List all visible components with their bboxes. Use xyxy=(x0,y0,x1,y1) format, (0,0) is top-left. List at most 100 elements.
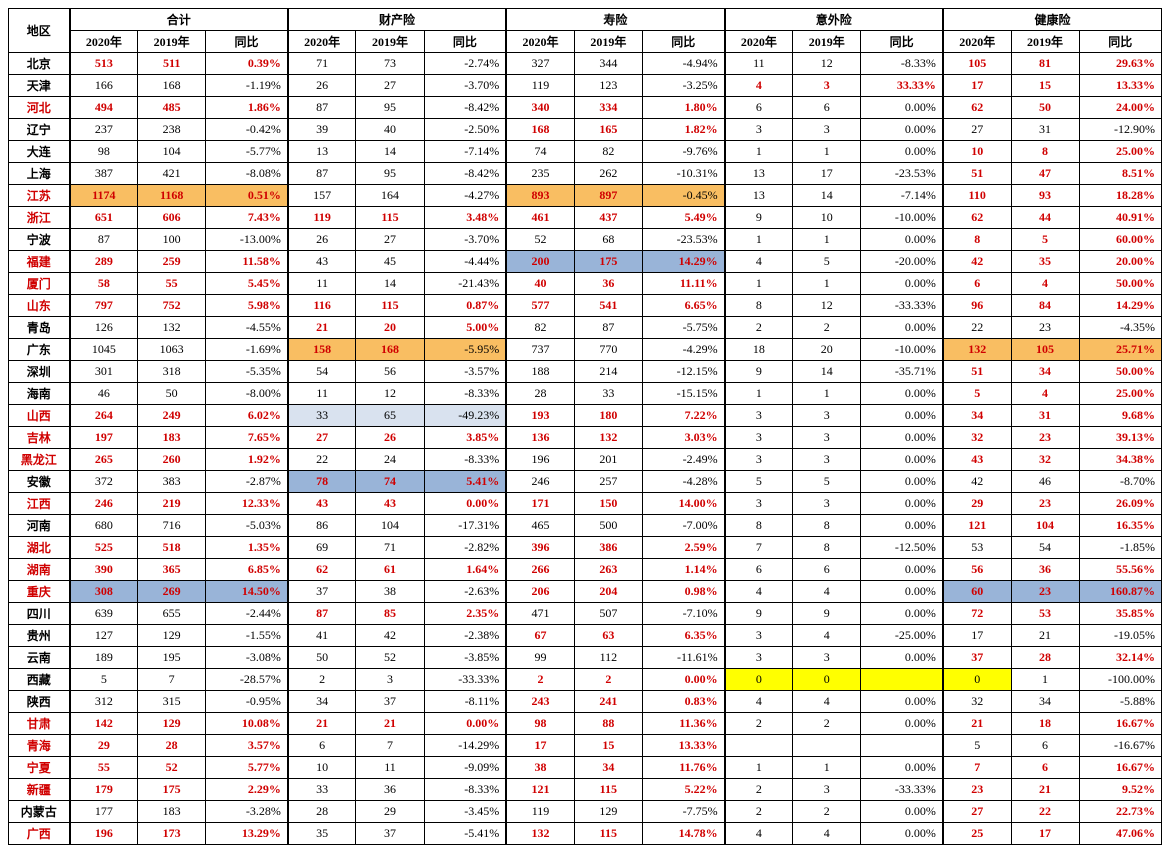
yoy-cell: -35.71% xyxy=(861,361,943,383)
value-cell: 500 xyxy=(574,515,642,537)
value-cell: 12 xyxy=(793,295,861,317)
value-cell: 62 xyxy=(943,207,1011,229)
value-cell: 54 xyxy=(1011,537,1079,559)
h-y2020: 2020年 xyxy=(943,31,1011,53)
yoy-cell: 0.00% xyxy=(861,471,943,493)
value-cell: 47 xyxy=(1011,163,1079,185)
value-cell: 386 xyxy=(574,537,642,559)
value-cell: 43 xyxy=(288,493,356,515)
value-cell: 17 xyxy=(943,75,1011,97)
value-cell: 1 xyxy=(793,141,861,163)
yoy-cell: -8.08% xyxy=(206,163,288,185)
value-cell: 9 xyxy=(725,603,793,625)
region-cell: 西藏 xyxy=(9,669,70,691)
region-cell: 甘肃 xyxy=(9,713,70,735)
table-row: 福建28925911.58%4345-4.44%20017514.29%45-2… xyxy=(9,251,1162,273)
value-cell: 93 xyxy=(1011,185,1079,207)
value-cell: 23 xyxy=(1011,493,1079,515)
value-cell: 55 xyxy=(138,273,206,295)
value-cell: 639 xyxy=(70,603,138,625)
value-cell: 45 xyxy=(356,251,424,273)
value-cell: 21 xyxy=(288,317,356,339)
region-cell: 河北 xyxy=(9,97,70,119)
value-cell: 74 xyxy=(506,141,574,163)
region-cell: 天津 xyxy=(9,75,70,97)
yoy-cell: 1.14% xyxy=(642,559,724,581)
value-cell: 196 xyxy=(506,449,574,471)
yoy-cell: 6.35% xyxy=(642,625,724,647)
table-row: 山西2642496.02%3365-49.23%1931807.22%330.0… xyxy=(9,405,1162,427)
yoy-cell: 0.00% xyxy=(861,603,943,625)
region-cell: 宁波 xyxy=(9,229,70,251)
yoy-cell: -5.95% xyxy=(424,339,506,361)
value-cell: 129 xyxy=(138,713,206,735)
value-cell: 129 xyxy=(138,625,206,647)
value-cell: 36 xyxy=(574,273,642,295)
value-cell xyxy=(725,735,793,757)
value-cell: 105 xyxy=(943,53,1011,75)
value-cell: 21 xyxy=(288,713,356,735)
header-row-years: 2020年 2019年 同比 2020年 2019年 同比 2020年 2019… xyxy=(9,31,1162,53)
yoy-cell: 8.51% xyxy=(1079,163,1161,185)
yoy-cell: -2.63% xyxy=(424,581,506,603)
value-cell: 71 xyxy=(288,53,356,75)
value-cell: 100 xyxy=(138,229,206,251)
value-cell: 168 xyxy=(138,75,206,97)
yoy-cell: -1.85% xyxy=(1079,537,1161,559)
value-cell: 142 xyxy=(70,713,138,735)
value-cell: 752 xyxy=(138,295,206,317)
value-cell: 119 xyxy=(506,801,574,823)
value-cell: 119 xyxy=(288,207,356,229)
value-cell: 3 xyxy=(725,405,793,427)
yoy-cell: 2.29% xyxy=(206,779,288,801)
region-cell: 深圳 xyxy=(9,361,70,383)
value-cell: 32 xyxy=(943,427,1011,449)
value-cell: 54 xyxy=(288,361,356,383)
yoy-cell: -5.41% xyxy=(424,823,506,845)
table-row: 大连98104-5.77%1314-7.14%7482-9.76%110.00%… xyxy=(9,141,1162,163)
value-cell: 897 xyxy=(574,185,642,207)
region-cell: 广东 xyxy=(9,339,70,361)
yoy-cell: 50.00% xyxy=(1079,273,1161,295)
table-row: 云南189195-3.08%5052-3.85%99112-11.61%330.… xyxy=(9,647,1162,669)
value-cell: 115 xyxy=(574,779,642,801)
value-cell: 33 xyxy=(288,779,356,801)
value-cell: 43 xyxy=(356,493,424,515)
yoy-cell: 0.00% xyxy=(861,273,943,295)
yoy-cell: -4.55% xyxy=(206,317,288,339)
value-cell: 3 xyxy=(793,427,861,449)
yoy-cell: -4.94% xyxy=(642,53,724,75)
yoy-cell: 14.50% xyxy=(206,581,288,603)
yoy-cell: -19.05% xyxy=(1079,625,1161,647)
region-cell: 厦门 xyxy=(9,273,70,295)
yoy-cell: -0.45% xyxy=(642,185,724,207)
value-cell: 28 xyxy=(138,735,206,757)
value-cell: 28 xyxy=(288,801,356,823)
yoy-cell: 6.02% xyxy=(206,405,288,427)
value-cell: 29 xyxy=(356,801,424,823)
value-cell: 53 xyxy=(1011,603,1079,625)
value-cell: 82 xyxy=(506,317,574,339)
value-cell: 18 xyxy=(1011,713,1079,735)
h-yoy: 同比 xyxy=(206,31,288,53)
value-cell: 289 xyxy=(70,251,138,273)
value-cell: 95 xyxy=(356,97,424,119)
value-cell: 1 xyxy=(725,757,793,779)
table-row: 浙江6516067.43%1191153.48%4614375.49%910-1… xyxy=(9,207,1162,229)
table-row: 内蒙古177183-3.28%2829-3.45%119129-7.75%220… xyxy=(9,801,1162,823)
value-cell: 1 xyxy=(1011,669,1079,691)
value-cell: 6 xyxy=(1011,757,1079,779)
value-cell: 42 xyxy=(356,625,424,647)
region-cell: 海南 xyxy=(9,383,70,405)
value-cell: 88 xyxy=(574,713,642,735)
value-cell: 87 xyxy=(288,97,356,119)
yoy-cell: 2.59% xyxy=(642,537,724,559)
value-cell: 893 xyxy=(506,185,574,207)
value-cell: 26 xyxy=(288,229,356,251)
value-cell: 56 xyxy=(943,559,1011,581)
yoy-cell: 0.00% xyxy=(861,449,943,471)
value-cell: 42 xyxy=(943,251,1011,273)
value-cell: 26 xyxy=(288,75,356,97)
yoy-cell: 0.00% xyxy=(861,801,943,823)
yoy-cell: 0.00% xyxy=(861,383,943,405)
